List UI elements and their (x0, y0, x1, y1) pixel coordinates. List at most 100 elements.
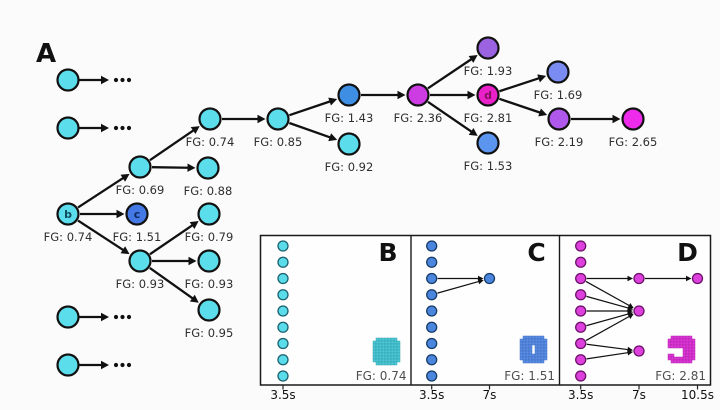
place-field-b-icon (390, 355, 395, 360)
tree-edge-n069-n074 (149, 129, 195, 162)
panel-c-spike-dot (426, 289, 438, 301)
fg-label-n079: FG: 0.79 (185, 230, 234, 244)
place-field-b-icon (393, 352, 398, 357)
place-field-c-icon (525, 341, 530, 346)
panel-c-arrow (437, 280, 480, 294)
panel-d-arrow-head (627, 313, 634, 320)
place-field-d-icon (685, 359, 690, 364)
tree-node-letter-d: d (484, 89, 492, 102)
panel-b-spike-dot (277, 240, 289, 252)
tree-edge-n143-n236-head (397, 90, 406, 100)
place-field-c-icon (534, 350, 539, 355)
place-field-b-icon (396, 352, 401, 357)
place-field-b-icon (375, 361, 380, 366)
fg-label-c: FG: 1.51 (113, 230, 162, 244)
place-field-c-icon (537, 347, 542, 352)
place-field-d-icon (673, 341, 678, 346)
fg-label-n143: FG: 1.43 (325, 111, 374, 125)
place-field-c-icon (525, 347, 530, 352)
place-field-d-icon (676, 335, 681, 340)
place-field-c-icon (528, 344, 533, 349)
place-field-b-icon (378, 358, 383, 363)
place-field-d-icon (682, 353, 687, 358)
place-field-d-icon (688, 350, 693, 355)
panel-d-spike-dot (575, 272, 587, 285)
place-field-d-icon (691, 350, 696, 355)
place-field-d-icon (679, 341, 684, 346)
panel-c-spike-dot (426, 305, 438, 317)
fg-label-n069: FG: 0.69 (116, 183, 165, 197)
tree-edge-d-n219 (498, 97, 541, 114)
place-field-c-icon (525, 335, 530, 340)
tree-node-n085 (266, 107, 290, 131)
place-field-c-icon (540, 338, 545, 343)
place-field-d-icon (688, 359, 693, 364)
tree-node-letter-b: b (64, 208, 72, 221)
place-field-c-icon (540, 359, 545, 364)
tree-edge-n236-d-head (467, 90, 476, 100)
tree-edge-n069-n088 (151, 166, 189, 169)
panel-c-spike-dot (426, 354, 438, 366)
place-field-b-icon (390, 358, 395, 363)
fg-label-n236: FG: 2.36 (394, 111, 443, 125)
place-field-b-icon (393, 361, 398, 366)
panel-d-spike-dot (575, 354, 587, 366)
standalone-arrow-head (101, 312, 109, 322)
place-field-c-icon (534, 341, 539, 346)
place-field-b-icon (375, 337, 380, 342)
place-field-d-icon (670, 338, 675, 343)
place-field-d-icon (673, 359, 678, 364)
ellipsis-dot (126, 125, 132, 131)
place-field-b-icon (384, 346, 389, 351)
place-field-c-icon (540, 356, 545, 361)
place-field-c-icon (537, 344, 542, 349)
tree-edge-n074-n085-head (257, 114, 266, 124)
panel-b-spike-dot (277, 354, 289, 366)
place-field-c-icon (522, 353, 527, 358)
panel-b-letter: B (378, 238, 397, 267)
panel-d-arrow (586, 295, 630, 309)
place-field-c-icon (543, 356, 548, 361)
panel-d-spike-dot (575, 240, 587, 252)
place-field-d-icon (685, 353, 690, 358)
place-field-b-icon (375, 346, 380, 351)
place-field-b-icon (381, 355, 386, 360)
tree-node-n265 (621, 107, 645, 131)
place-field-c-icon (519, 350, 524, 355)
place-field-b-icon (381, 349, 386, 354)
tree-edge-hub-n079-head (189, 221, 199, 230)
place-field-d-icon (682, 350, 687, 355)
place-field-d-icon (673, 335, 678, 340)
place-field-c-icon (537, 359, 542, 364)
place-field-b-icon (372, 346, 377, 351)
place-field-b-icon (393, 349, 398, 354)
panel-c-spike-dot (426, 272, 438, 285)
panel-b-spike-dot (277, 321, 289, 333)
place-field-c-icon (528, 347, 533, 352)
place-field-d-icon (673, 356, 678, 361)
place-field-c-icon (528, 341, 533, 346)
place-field-b-icon (393, 343, 398, 348)
tree-node-n088 (196, 156, 220, 180)
fg-label-n085: FG: 0.85 (254, 135, 303, 149)
panel-b-spike-dot (277, 289, 289, 301)
fg-label-n088: FG: 0.88 (184, 184, 233, 198)
place-field-d-icon (691, 344, 696, 349)
place-field-d-icon (682, 347, 687, 352)
ellipsis-dot (120, 125, 125, 131)
panel-d-letter: D (677, 238, 698, 267)
panel-b-spike-dot (277, 305, 289, 317)
place-field-c-icon (519, 353, 524, 358)
place-field-b-icon (372, 343, 377, 348)
tree-node-n153 (476, 131, 500, 155)
panel-d-spike-dot (633, 305, 645, 317)
tree-edge-n069-n074-head (190, 126, 200, 135)
place-field-b-icon (378, 349, 383, 354)
place-field-b-icon (375, 352, 380, 357)
fg-label-n092: FG: 0.92 (325, 160, 374, 174)
panel-d-arrow-head (627, 275, 633, 282)
place-field-b-icon (390, 361, 395, 366)
panel-c-spike-dot (426, 321, 438, 333)
place-field-c-icon (540, 353, 545, 358)
place-field-b-icon (387, 346, 392, 351)
